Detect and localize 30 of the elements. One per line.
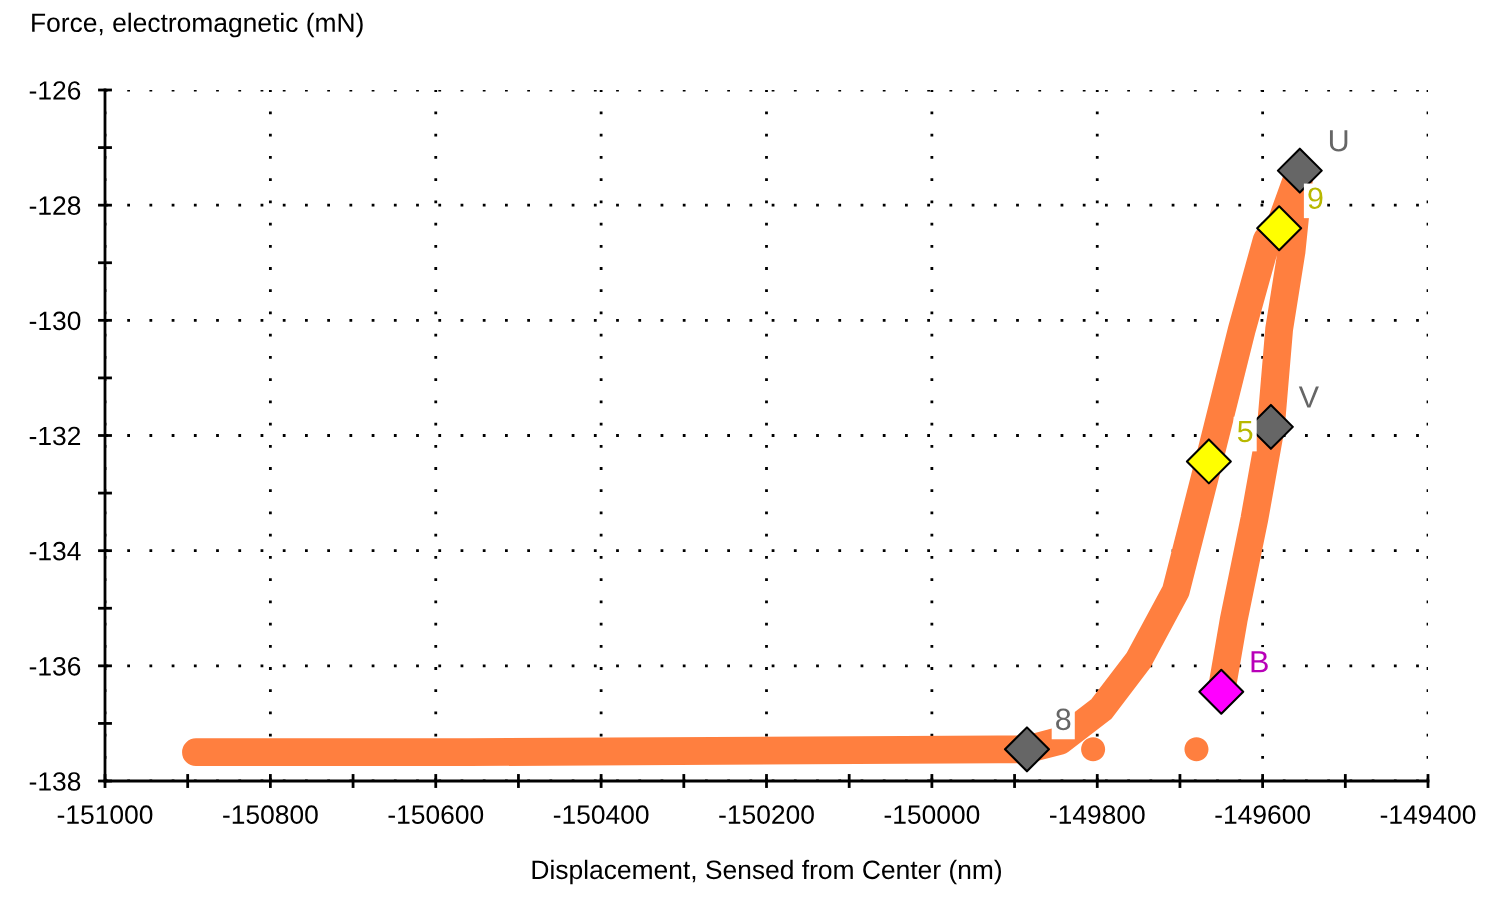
annotation: U bbox=[1329, 130, 1348, 152]
x-tick-label: -151000 bbox=[57, 805, 153, 824]
x-tick-label: -150200 bbox=[719, 805, 814, 824]
x-tick-label: -150800 bbox=[223, 805, 318, 824]
x-axis-title: Displacement, Sensed from Center (nm) bbox=[532, 859, 1001, 885]
point bbox=[1185, 438, 1232, 485]
y-tick-label: -134 bbox=[29, 541, 81, 561]
x-tick-label: -149800 bbox=[1050, 805, 1145, 824]
y-tick-label: -138 bbox=[29, 772, 81, 791]
y-tick-label: -136 bbox=[29, 656, 81, 676]
annotation: B bbox=[1251, 651, 1268, 673]
x-tick-label: -150600 bbox=[388, 805, 484, 824]
x-tick-label: -150400 bbox=[553, 805, 649, 824]
y-axis-title: Force, electromagnetic (mN) bbox=[32, 12, 363, 38]
y-tick-label: -132 bbox=[29, 426, 81, 446]
point bbox=[1256, 205, 1303, 252]
y-tick-label: -128 bbox=[29, 196, 81, 215]
y-tick-label: -126 bbox=[29, 81, 81, 100]
point bbox=[1081, 737, 1106, 762]
y-tick-label: -130 bbox=[29, 311, 81, 331]
x-tick-label: -149600 bbox=[1215, 805, 1311, 824]
x-tick-label: -149400 bbox=[1380, 805, 1476, 824]
annotation: 9 bbox=[1308, 187, 1323, 210]
annotation: V bbox=[1298, 386, 1319, 408]
annotation: 5 bbox=[1237, 420, 1253, 443]
point bbox=[1198, 668, 1245, 715]
annotation: 8 bbox=[1056, 708, 1071, 731]
x-tick-label: -150000 bbox=[884, 805, 980, 824]
point bbox=[1184, 737, 1209, 762]
point bbox=[1003, 726, 1050, 773]
